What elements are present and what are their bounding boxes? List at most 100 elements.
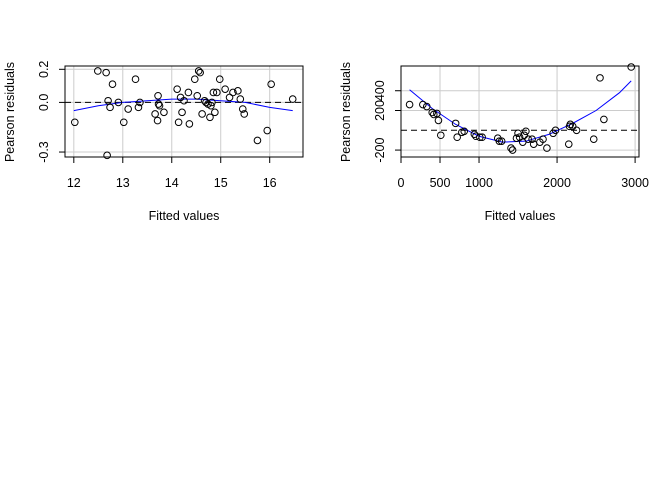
data-point (124, 105, 132, 113)
data-point (429, 110, 438, 119)
data-point (174, 118, 183, 127)
plot-frame-right (400, 65, 640, 158)
data-point (234, 87, 242, 95)
y-tick-label: 0.0 (37, 94, 51, 111)
y-axis-left: -0.3 0.0 0.2 (37, 61, 65, 163)
data-point (190, 75, 199, 84)
data-point (194, 67, 203, 75)
x-tick-label: 12 (67, 176, 81, 190)
data-point (94, 67, 102, 75)
data-point (543, 144, 551, 152)
data-point (103, 151, 111, 160)
data-point (114, 98, 123, 107)
y-axis-title-right: Pearson residuals (339, 62, 353, 162)
data-point (196, 68, 204, 77)
data-point (267, 80, 275, 88)
data-point (225, 93, 234, 102)
x-tick-label: 2000 (543, 176, 571, 190)
grid-left (65, 66, 303, 157)
data-point (154, 91, 162, 100)
x-tick-label: 15 (214, 176, 228, 190)
data-point (160, 108, 168, 117)
x-tick-label: 14 (165, 176, 179, 190)
y-tick-label: 200 (373, 100, 387, 121)
data-point (240, 110, 249, 118)
data-point (185, 120, 194, 128)
data-point (508, 146, 517, 154)
data-point (405, 100, 414, 109)
data-point (428, 108, 437, 117)
x-tick-label: 16 (263, 176, 277, 190)
plot-frame-left (64, 65, 304, 158)
data-point (154, 100, 163, 108)
data-point (478, 133, 486, 142)
x-tick-label: 1000 (465, 176, 493, 190)
data-point (193, 91, 202, 100)
data-point (178, 108, 186, 117)
data-point (221, 85, 229, 93)
x-tick-label: 13 (116, 176, 130, 190)
data-point (70, 118, 79, 127)
data-point (433, 109, 441, 118)
data-point (495, 137, 504, 145)
data-point (208, 98, 216, 107)
data-point (288, 95, 297, 103)
data-point (180, 96, 188, 105)
data-point (136, 98, 144, 107)
data-point (524, 135, 532, 143)
data-point (173, 85, 181, 93)
points-left (70, 67, 297, 160)
data-point (551, 126, 560, 135)
y-tick-label: 400 (373, 80, 387, 101)
data-point (419, 100, 427, 109)
data-point (153, 116, 162, 125)
data-point (568, 122, 577, 131)
data-point (211, 108, 219, 117)
x-axis-right: 0 500 1000 2000 3000 (398, 157, 649, 190)
data-point (453, 133, 461, 142)
y-tick-label: 0.2 (37, 61, 51, 78)
data-point (131, 75, 140, 84)
data-point (209, 88, 218, 97)
data-point (207, 101, 215, 110)
data-point (522, 127, 530, 136)
data-point (572, 126, 581, 135)
points-right (405, 63, 635, 154)
data-point (507, 144, 515, 152)
data-point (600, 115, 608, 124)
data-point (512, 134, 521, 143)
data-point (184, 88, 193, 97)
data-point (434, 116, 443, 125)
data-point (213, 88, 221, 97)
data-point (539, 135, 547, 143)
data-point (102, 68, 110, 77)
data-point (436, 131, 445, 140)
data-point (422, 102, 431, 111)
data-point (155, 101, 164, 110)
x-axis-title-left: Fitted values (149, 209, 220, 223)
data-point (451, 119, 460, 128)
x-axis-left: 12 13 14 15 16 (67, 157, 277, 190)
x-tick-label: 0 (398, 176, 405, 190)
data-point (589, 135, 598, 143)
x-axis-title-right: Fitted values (485, 209, 556, 223)
panel-left: 12 13 14 15 16 -0.3 0.0 0.2 Fitted values Pear… (3, 61, 304, 223)
data-point (497, 137, 506, 145)
data-point (215, 75, 224, 84)
data-point (566, 120, 575, 129)
data-point (229, 88, 237, 97)
data-point (236, 95, 245, 103)
x-tick-label: 500 (430, 176, 451, 190)
data-point (460, 127, 469, 136)
data-point (119, 118, 128, 127)
data-point (596, 74, 604, 82)
data-point (151, 110, 159, 118)
y-tick-label: -0.3 (37, 141, 51, 163)
data-point (198, 110, 206, 118)
data-point (238, 105, 247, 113)
data-point (520, 131, 529, 140)
data-point (108, 80, 117, 88)
